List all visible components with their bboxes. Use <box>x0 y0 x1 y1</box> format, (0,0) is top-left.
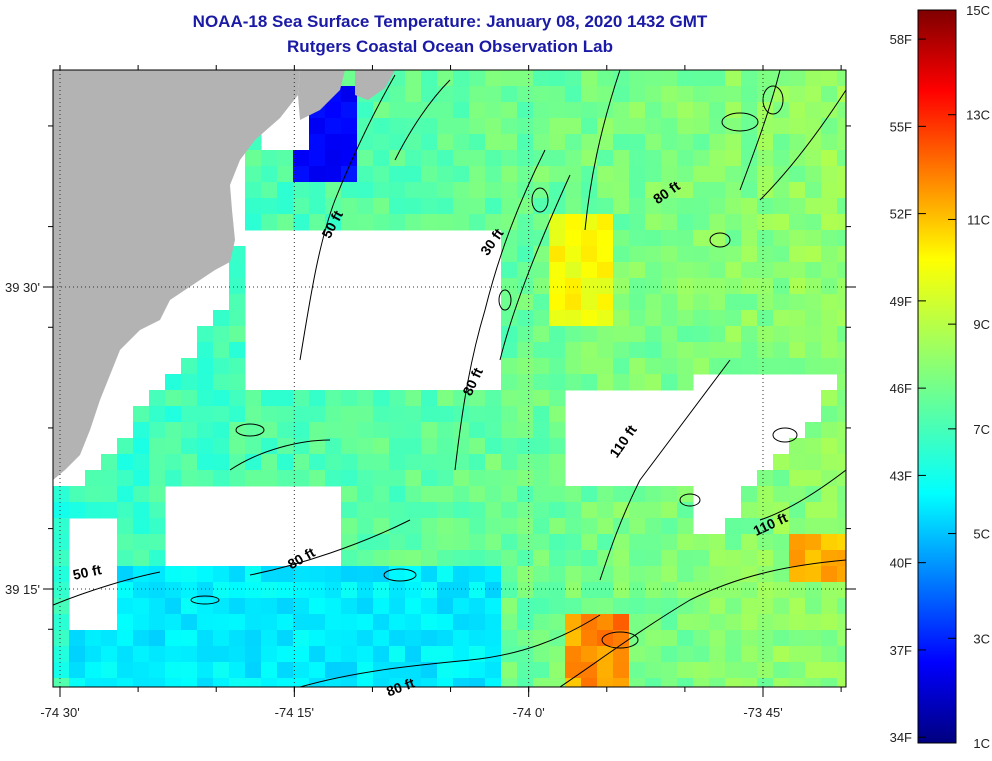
colorbar-fahrenheit-label: 40F <box>890 556 912 571</box>
contour-label: 50 ft <box>71 561 103 583</box>
colorbar-fahrenheit-label: 46F <box>890 381 912 396</box>
colorbar-gradient <box>917 9 957 744</box>
graticule <box>53 70 846 687</box>
axis-tick-labels: -74 30' -74 15' -74 0' -73 45' 39 30' 39 15' <box>5 280 783 720</box>
map-title: NOAA-18 Sea Surface Temperature: January… <box>192 12 708 31</box>
colorbar-fahrenheit-label: 55F <box>890 119 912 134</box>
colorbar: 15C 13C 11C 9C 7C 5C 3C 1C 58F 55F 52F 49F 46F 43F 40F… <box>890 3 990 751</box>
colorbar-fahrenheit-label: 43F <box>890 468 912 483</box>
x-tick-label: -74 15' <box>275 705 314 720</box>
colorbar-celsius-label: 1C <box>973 736 990 751</box>
y-tick-label: 39 30' <box>5 280 40 295</box>
colorbar-celsius-label: 15C <box>966 3 990 18</box>
colorbar-celsius-label: 9C <box>973 317 990 332</box>
x-tick-label: -74 0' <box>513 705 545 720</box>
colorbar-celsius-label: 11C <box>967 212 990 227</box>
colorbar-celsius-label: 7C <box>973 422 990 437</box>
plot-frame <box>52 69 847 688</box>
depth-contours <box>53 70 846 687</box>
sst-raster <box>53 70 846 687</box>
colorbar-celsius-label: 5C <box>973 527 990 542</box>
x-tick-label: -73 45' <box>743 705 782 720</box>
colorbar-fahrenheit-label: 34F <box>890 730 912 745</box>
x-tick-label: -74 30' <box>40 705 79 720</box>
colorbar-fahrenheit-label: 58F <box>890 32 912 47</box>
y-tick-label: 39 15' <box>5 582 40 597</box>
colorbar-fahrenheit-label: 37F <box>890 643 912 658</box>
colorbar-fahrenheit-label: 49F <box>890 294 912 309</box>
map-subtitle: Rutgers Coastal Ocean Observation Lab <box>287 37 613 56</box>
axis-ticks <box>43 65 856 697</box>
colorbar-fahrenheit-label: 52F <box>890 207 912 222</box>
colorbar-celsius-label: 13C <box>966 108 990 123</box>
contour-label: 110 ft <box>606 422 640 461</box>
colorbar-celsius-label: 3C <box>973 631 990 646</box>
